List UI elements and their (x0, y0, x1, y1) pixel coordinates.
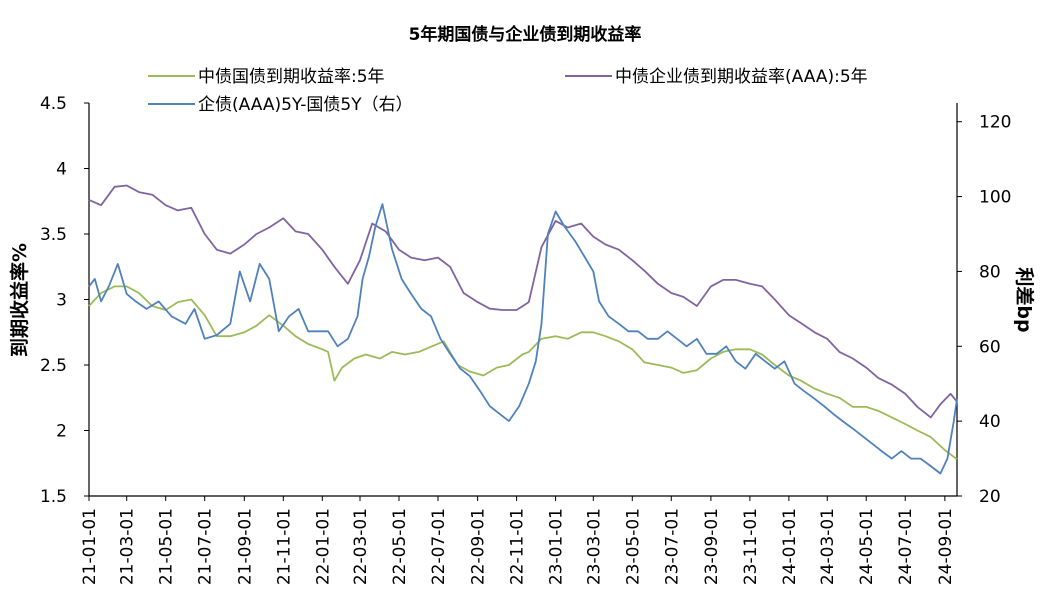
right-axis-title: 利差bp (1013, 267, 1036, 332)
legend-label-spread: 企债(AAA)5Y-国债5Y（右） (198, 95, 413, 115)
x-tick-label: 23-01-01 (547, 508, 567, 585)
left-tick-label: 2.5 (40, 356, 67, 376)
legend: 中债国债到期收益率:5年 中债企业债到期收益率(AAA):5年 企债(AAA)5… (148, 67, 868, 115)
x-tick-label: 22-07-01 (429, 508, 449, 585)
x-tick-label: 21-07-01 (196, 508, 216, 585)
x-tick-label: 23-03-01 (584, 508, 604, 585)
right-tick-label: 100 (979, 188, 1011, 208)
left-axis-title: 到期收益率% (8, 243, 31, 357)
legend-label-cn-treasury: 中债国债到期收益率:5年 (198, 67, 385, 87)
right-tick-label: 20 (979, 487, 1001, 507)
right-tick-label: 40 (979, 412, 1001, 432)
right-tick-label: 120 (979, 113, 1011, 133)
series-line-spread (88, 203, 958, 475)
left-axis-ticks: 1.5 2 2.5 3 3.5 4 4.5 (40, 94, 89, 507)
x-tick-label: 23-05-01 (623, 508, 643, 585)
series-layer (88, 184, 958, 475)
chart-title: 5年期国债与企业债到期收益率 (409, 24, 642, 45)
x-tick-label: 24-09-01 (936, 508, 956, 585)
left-tick-label: 2 (56, 422, 67, 442)
left-tick-label: 1.5 (40, 487, 67, 507)
x-tick-label: 22-01-01 (313, 508, 333, 585)
left-tick-label: 3.5 (40, 225, 67, 245)
x-tick-label: 22-03-01 (351, 508, 371, 585)
x-axis-ticks: 21-01-01 21-03-01 21-05-01 21-07-01 21-09-01… (80, 496, 956, 585)
x-tick-label: 22-09-01 (469, 508, 489, 585)
x-tick-label: 22-11-01 (508, 508, 528, 585)
x-tick-label: 21-03-01 (118, 508, 138, 585)
x-tick-label: 21-01-01 (80, 508, 100, 585)
left-tick-label: 3 (56, 291, 67, 311)
right-tick-label: 80 (979, 262, 1001, 282)
legend-label-corp-aaa: 中债企业债到期收益率(AAA):5年 (615, 67, 868, 87)
left-tick-label: 4.5 (40, 94, 67, 114)
right-tick-label: 60 (979, 337, 1001, 357)
x-tick-label: 24-01-01 (780, 508, 800, 585)
x-tick-label: 23-07-01 (662, 508, 682, 585)
x-tick-label: 24-05-01 (857, 508, 877, 585)
left-tick-label: 4 (56, 160, 67, 180)
x-tick-label: 21-09-01 (235, 508, 255, 585)
x-tick-label: 24-03-01 (818, 508, 838, 585)
x-tick-label: 21-11-01 (274, 508, 294, 585)
x-tick-label: 23-11-01 (741, 508, 761, 585)
x-tick-label: 23-09-01 (702, 508, 722, 585)
x-tick-label: 24-07-01 (896, 508, 916, 585)
x-tick-label: 21-05-01 (157, 508, 177, 585)
series-line-corp-aaa (88, 184, 958, 419)
series-line-cn-treasury (88, 285, 958, 461)
x-tick-label: 22-05-01 (390, 508, 410, 585)
right-axis-ticks: 20 40 60 80 100 120 (957, 113, 1011, 507)
